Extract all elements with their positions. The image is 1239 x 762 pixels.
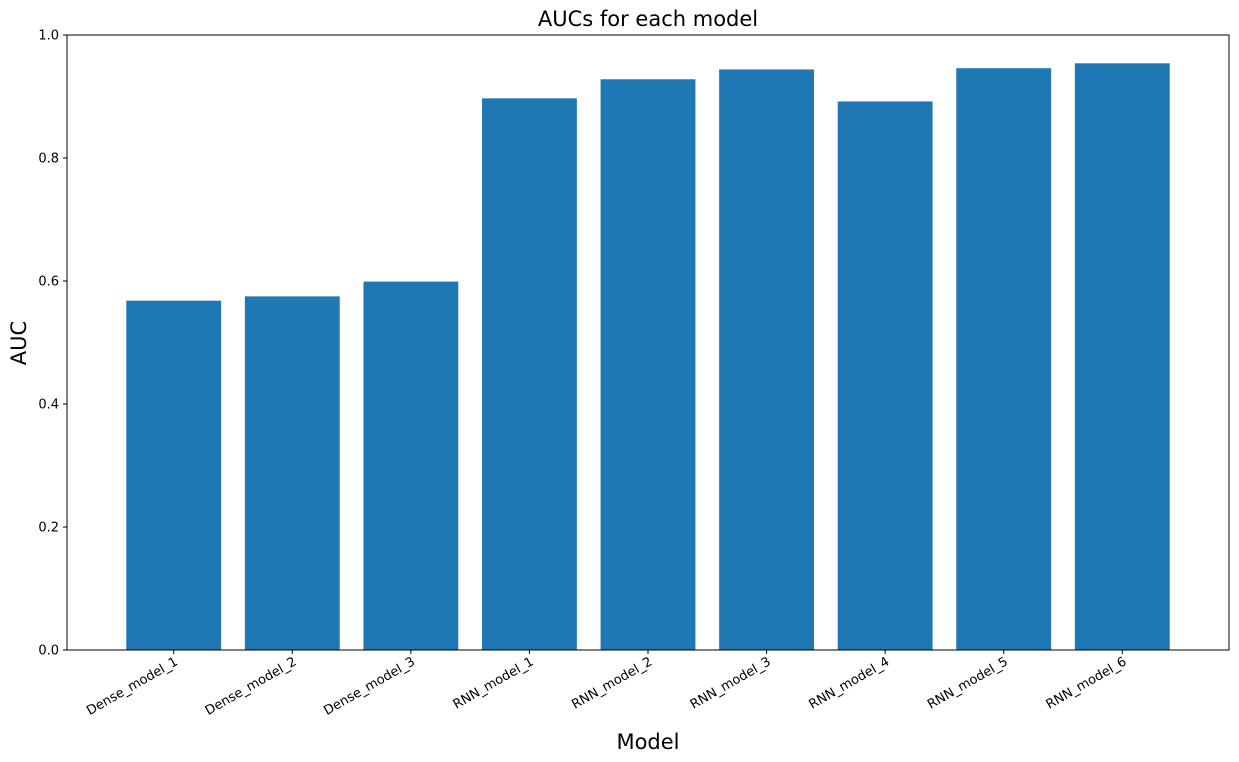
bar-rnn-model-3: [719, 69, 814, 650]
y-tick-label: 0.0: [38, 644, 59, 659]
bar-dense-model-3: [363, 281, 459, 650]
y-tick-label: 0.8: [38, 152, 59, 167]
x-tick-label: Dense_model_3: [321, 654, 418, 718]
y-tick-label: 1.0: [38, 29, 59, 44]
bar-rnn-model-4: [837, 101, 933, 651]
bar-dense-model-1: [126, 300, 222, 650]
plot-frame: [66, 34, 1230, 651]
y-axis: 0.0 0.2 0.4 0.6 0.8 1.0: [38, 29, 67, 659]
x-tick-label: Dense_model_2: [203, 654, 300, 718]
x-axis: Dense_model_1 Dense_model_2 Dense_model_3 R…: [84, 650, 1129, 719]
y-axis-label: AUC: [7, 321, 31, 365]
chart-title: AUCs for each model: [538, 7, 758, 31]
x-tick-label: RNN_model_6: [1044, 654, 1130, 712]
y-tick-label: 0.2: [38, 521, 59, 536]
bar-rnn-model-1: [482, 98, 577, 651]
x-axis-label: Model: [616, 730, 679, 754]
y-tick-label: 0.6: [38, 275, 59, 290]
x-tick-label: RNN_model_4: [806, 654, 892, 712]
x-tick-label: RNN_model_2: [569, 654, 655, 712]
bars-group: [126, 63, 1170, 651]
x-tick-label: RNN_model_5: [925, 654, 1011, 712]
bar-rnn-model-5: [956, 68, 1052, 650]
bar-dense-model-2: [244, 296, 340, 650]
y-tick-label: 0.4: [38, 398, 59, 413]
bar-rnn-model-6: [1074, 63, 1170, 651]
x-tick-label: RNN_model_3: [688, 654, 774, 712]
x-tick-label: Dense_model_1: [84, 654, 181, 718]
x-tick-label: RNN_model_1: [451, 654, 537, 712]
bar-rnn-model-2: [600, 79, 696, 650]
